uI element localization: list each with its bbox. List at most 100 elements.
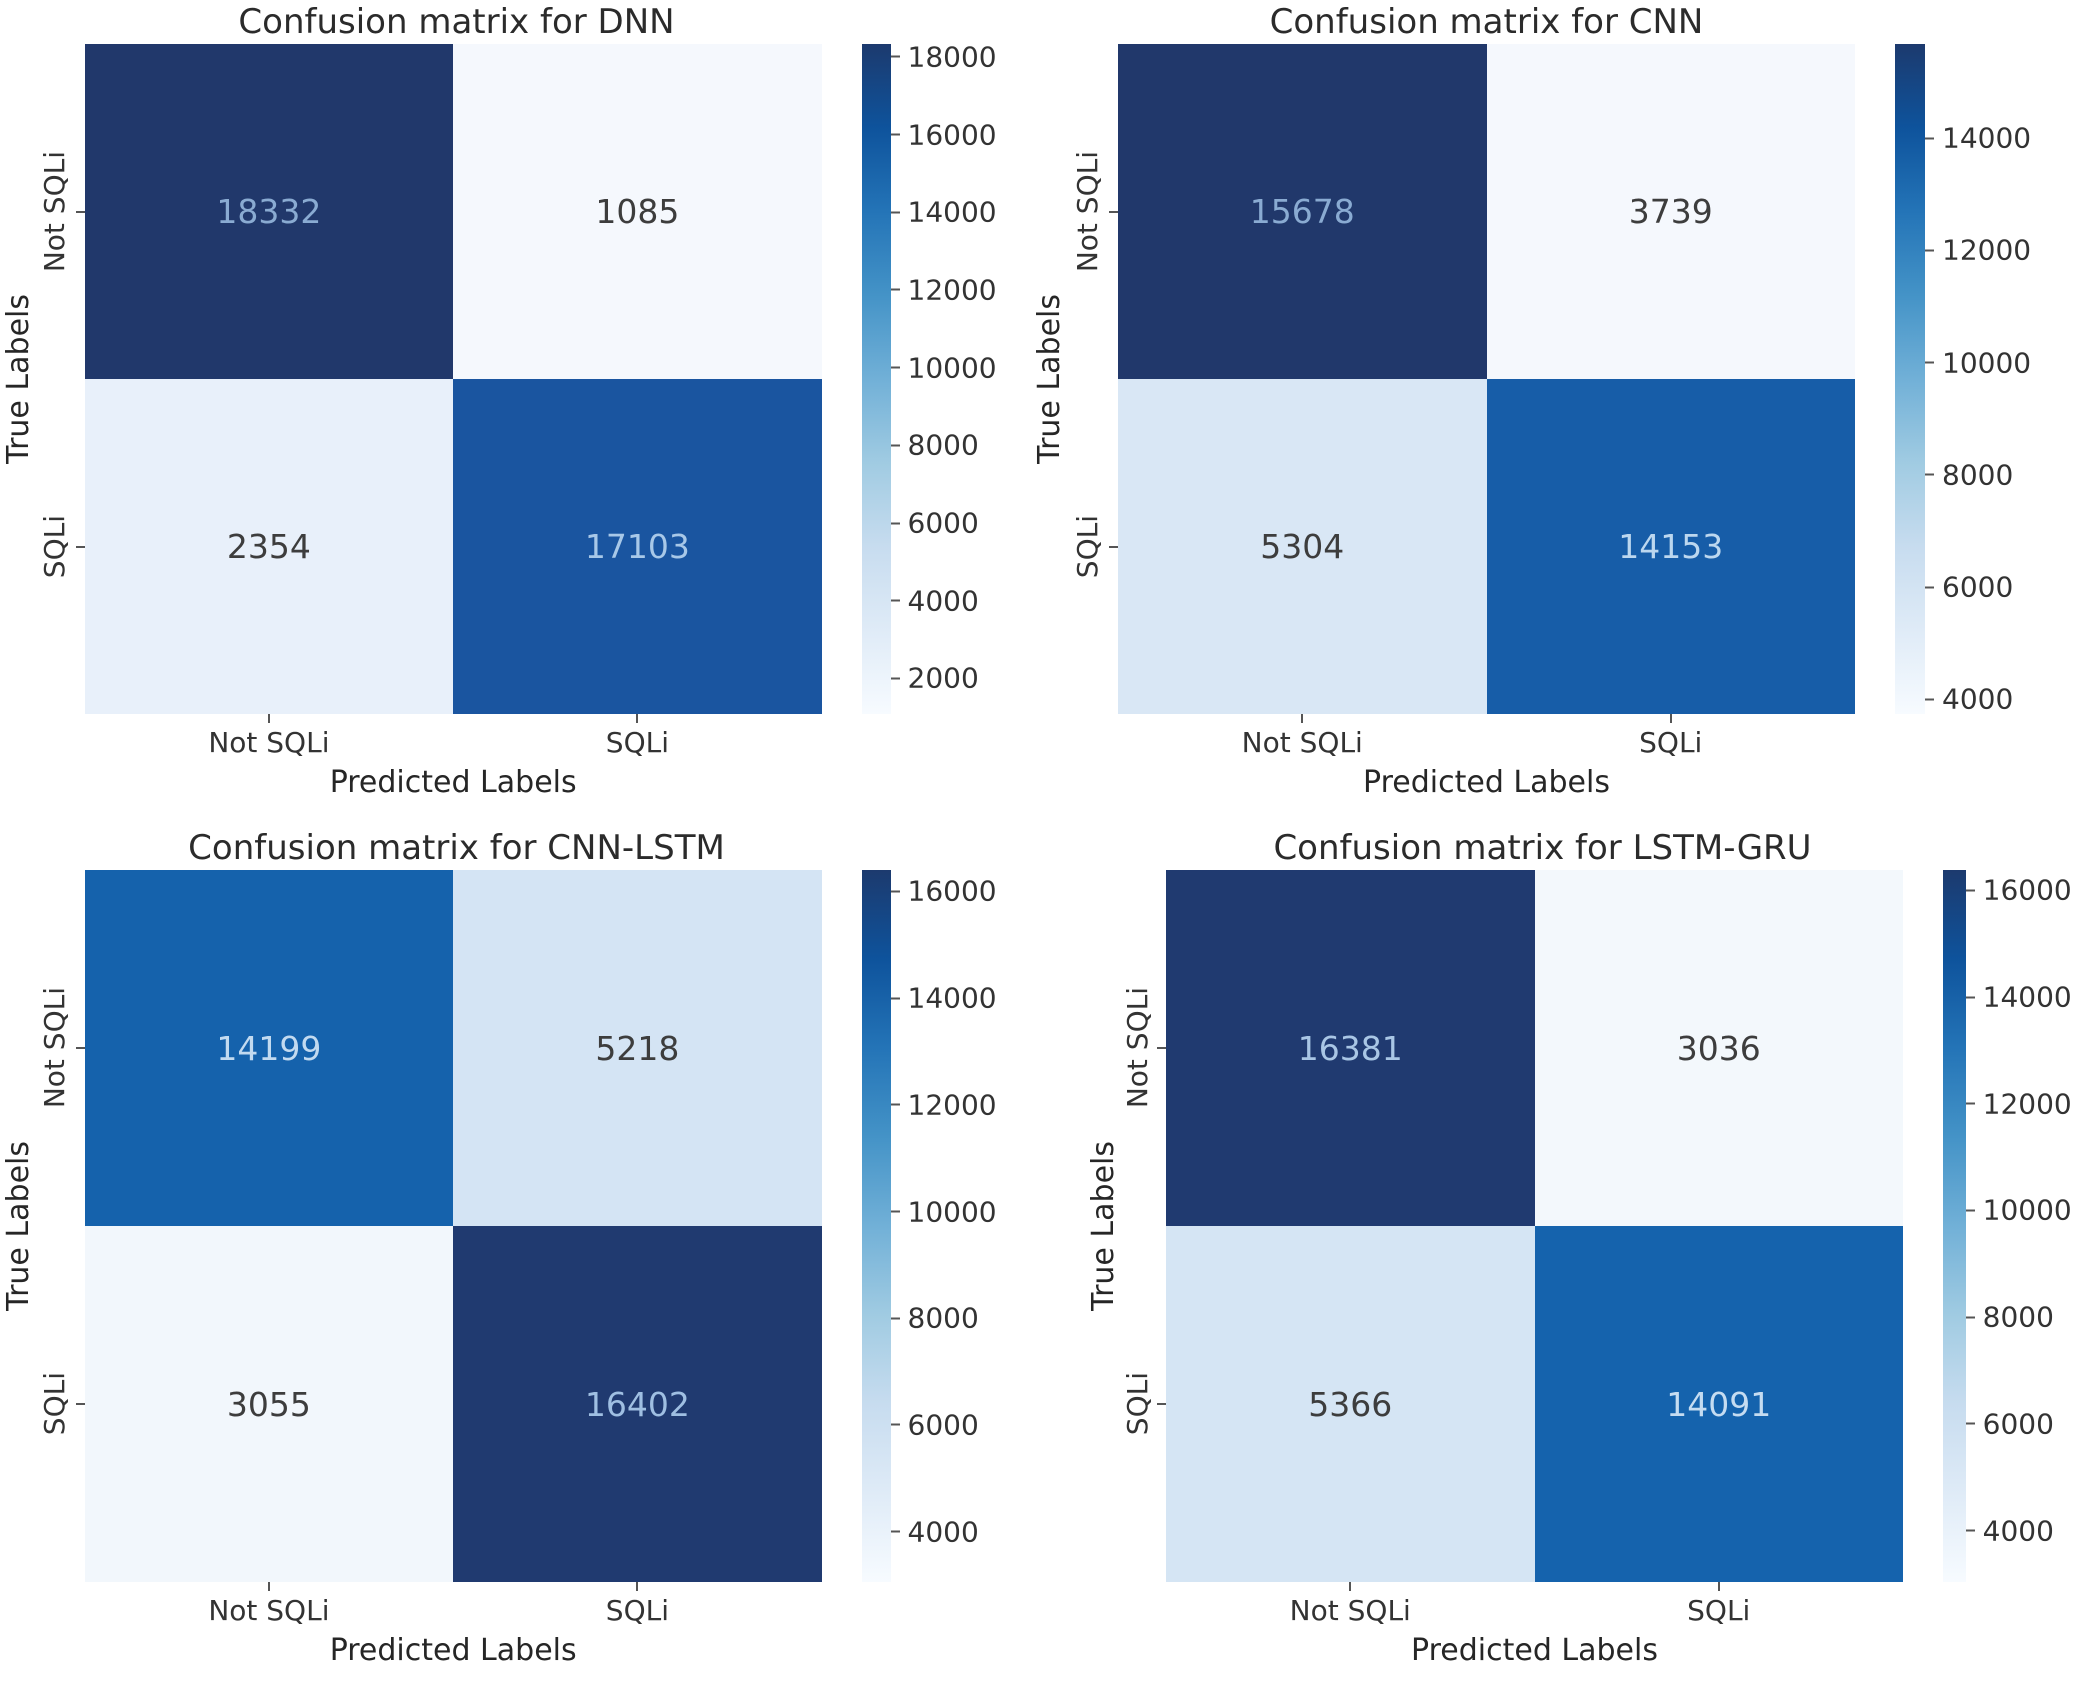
colorbar-tick-6000: 6000 <box>890 1408 979 1442</box>
colorbar-ticks-lstm-gru: 4000 6000 8000 10000 12000 14000 16000 <box>1965 870 2075 1582</box>
x-tick-sqli: SQLi <box>453 1582 822 1628</box>
colorbar-tick-6000: 6000 <box>1925 571 2013 604</box>
y-tick-not-sqli: Not SQLi <box>37 870 85 1226</box>
x-tick-sqli: SQLi <box>453 714 822 760</box>
colorbar-tick-14000: 14000 <box>890 982 997 1015</box>
x-ticks-cnn: Not SQLi SQLi <box>1118 714 1855 760</box>
colorbar-tick-label: 16000 <box>907 874 997 908</box>
colorbar-tick-label: 6000 <box>907 1408 979 1442</box>
colorbar-tick-label: 14000 <box>1982 980 2072 1014</box>
colorbar-dnn <box>861 44 891 714</box>
colorbar-tick-label: 12000 <box>907 1088 997 1122</box>
x-tick-not-sqli: Not SQLi <box>1166 1582 1535 1628</box>
colorbar-ticks-cnn: 4000 6000 8000 10000 12000 14000 <box>1925 44 2070 716</box>
colorbar-tick-6000: 6000 <box>890 506 979 540</box>
colorbar-tick-label: 10000 <box>1982 1193 2072 1227</box>
cell-lstm-gru-r0c1: 3036 <box>1534 870 1903 1226</box>
x-axis-label-cnn: Predicted Labels <box>1363 765 1610 800</box>
colorbar-tick-label: 10000 <box>907 1195 997 1229</box>
colorbar-tick-10000: 10000 <box>1965 1193 2072 1227</box>
colorbar-tick-label: 8000 <box>1982 1300 2054 1334</box>
colorbar-tick-12000: 12000 <box>890 273 997 306</box>
colorbar-tick-mark <box>890 677 900 680</box>
cell-cnn-lstm-r1c0: 3055 <box>84 1226 454 1582</box>
colorbar-tick-mark <box>890 1210 900 1213</box>
x-tick-not-sqli: Not SQLi <box>1118 714 1487 760</box>
colorbar-tick-6000: 6000 <box>1965 1407 2054 1441</box>
y-axis-label-dnn: True Labels <box>0 294 36 464</box>
y-ticks-cnn: Not SQLi SQLi <box>1068 44 1118 714</box>
colorbar-tick-label: 6000 <box>907 506 979 540</box>
y-axis-label-cnn-lstm: True Labels <box>0 1141 36 1311</box>
panel-cnn: Confusion matrix for CNN True Labels Not… <box>1030 0 2075 812</box>
colorbar-tick-12000: 12000 <box>1925 234 2031 267</box>
colorbar-tick-mark <box>890 997 900 1000</box>
colorbar-tick-mark <box>890 288 900 291</box>
colorbar-tick-10000: 10000 <box>890 1195 997 1229</box>
colorbar-tick-label: 4000 <box>1942 682 2014 716</box>
colorbar-tick-label: 10000 <box>907 351 997 385</box>
x-ticks-dnn: Not SQLi SQLi <box>85 714 822 760</box>
colorbar-tick-18000: 18000 <box>890 40 997 74</box>
colorbar-tick-label: 16000 <box>1982 873 2072 907</box>
x-axis-label-dnn: Predicted Labels <box>329 765 577 800</box>
colorbar-tick-mark <box>890 599 900 602</box>
cell-cnn-lstm-r1c1: 16402 <box>453 1226 822 1582</box>
colorbar-tick-8000: 8000 <box>1965 1300 2054 1334</box>
colorbar-tick-mark <box>1925 586 1934 589</box>
colorbar-tick-8000: 8000 <box>1925 458 2013 491</box>
plot-title-lstm-gru: Confusion matrix for LSTM-GRU <box>1273 828 1812 868</box>
x-tick-sqli: SQLi <box>1487 714 1856 760</box>
colorbar-lstm-gru <box>1943 870 1966 1582</box>
colorbar-tick-mark <box>890 1530 900 1533</box>
colorbar-tick-14000: 14000 <box>1965 980 2072 1014</box>
colorbar-tick-label: 6000 <box>1982 1407 2054 1441</box>
colorbar-tick-mark <box>1925 249 1934 252</box>
cell-dnn-r0c0: 18332 <box>84 44 454 379</box>
colorbar-tick-8000: 8000 <box>890 1301 979 1335</box>
colorbar-tick-4000: 4000 <box>890 584 979 618</box>
colorbar-tick-label: 4000 <box>1982 1514 2054 1548</box>
panel-dnn: Confusion matrix for DNN True Labels Not… <box>0 0 1030 812</box>
y-tick-sqli: SQLi <box>37 1226 85 1582</box>
colorbar-tick-label: 8000 <box>1942 458 2014 492</box>
colorbar-tick-mark <box>1925 473 1934 476</box>
colorbar-tick-mark <box>1965 1529 1975 1532</box>
x-axis-label-lstm-gru: Predicted Labels <box>1411 1633 1658 1668</box>
cell-lstm-gru-r0c0: 16381 <box>1166 870 1535 1226</box>
plot-title-cnn: Confusion matrix for CNN <box>1269 2 1704 42</box>
colorbar-tick-4000: 4000 <box>890 1515 979 1549</box>
y-tick-sqli: SQLi <box>1068 379 1118 714</box>
y-axis-label-cnn: True Labels <box>1031 294 1067 464</box>
colorbar-tick-label: 14000 <box>1942 121 2032 155</box>
cell-dnn-r0c1: 1085 <box>453 44 822 379</box>
cell-cnn-r1c0: 5304 <box>1118 379 1487 714</box>
colorbar-tick-label: 16000 <box>907 118 997 152</box>
colorbar-tick-10000: 10000 <box>1925 346 2031 379</box>
colorbar-tick-mark <box>890 1423 900 1426</box>
colorbar-tick-mark <box>1965 1316 1975 1319</box>
colorbar-cnn-lstm <box>861 870 891 1582</box>
y-axis-label-lstm-gru: True Labels <box>1086 1141 1121 1311</box>
plot-title-dnn: Confusion matrix for DNN <box>238 2 675 42</box>
colorbar-tick-mark <box>1925 698 1934 701</box>
heatmap-cnn-lstm: 14199 5218 3055 16402 <box>84 870 822 1582</box>
colorbar-tick-label: 14000 <box>907 195 997 229</box>
colorbar-tick-label: 4000 <box>907 1515 979 1549</box>
colorbar-tick-mark <box>1965 1209 1975 1212</box>
cell-dnn-r1c0: 2354 <box>84 379 454 714</box>
colorbar-tick-label: 2000 <box>907 661 979 695</box>
x-ticks-cnn-lstm: Not SQLi SQLi <box>85 1582 822 1628</box>
colorbar-tick-label: 4000 <box>907 584 979 618</box>
colorbar-tick-mark <box>890 1103 900 1106</box>
colorbar-tick-label: 8000 <box>907 1301 979 1335</box>
colorbar-tick-16000: 16000 <box>890 874 997 908</box>
colorbar-tick-mark <box>1965 1102 1975 1105</box>
colorbar-tick-mark <box>890 366 900 369</box>
colorbar-tick-label: 18000 <box>907 40 997 74</box>
panel-lstm-gru: Confusion matrix for LSTM-GRU True Label… <box>1030 812 2075 1681</box>
colorbar-tick-label: 10000 <box>1942 346 2032 380</box>
colorbar-tick-mark <box>890 211 900 214</box>
cell-cnn-r0c1: 3739 <box>1486 44 1855 379</box>
